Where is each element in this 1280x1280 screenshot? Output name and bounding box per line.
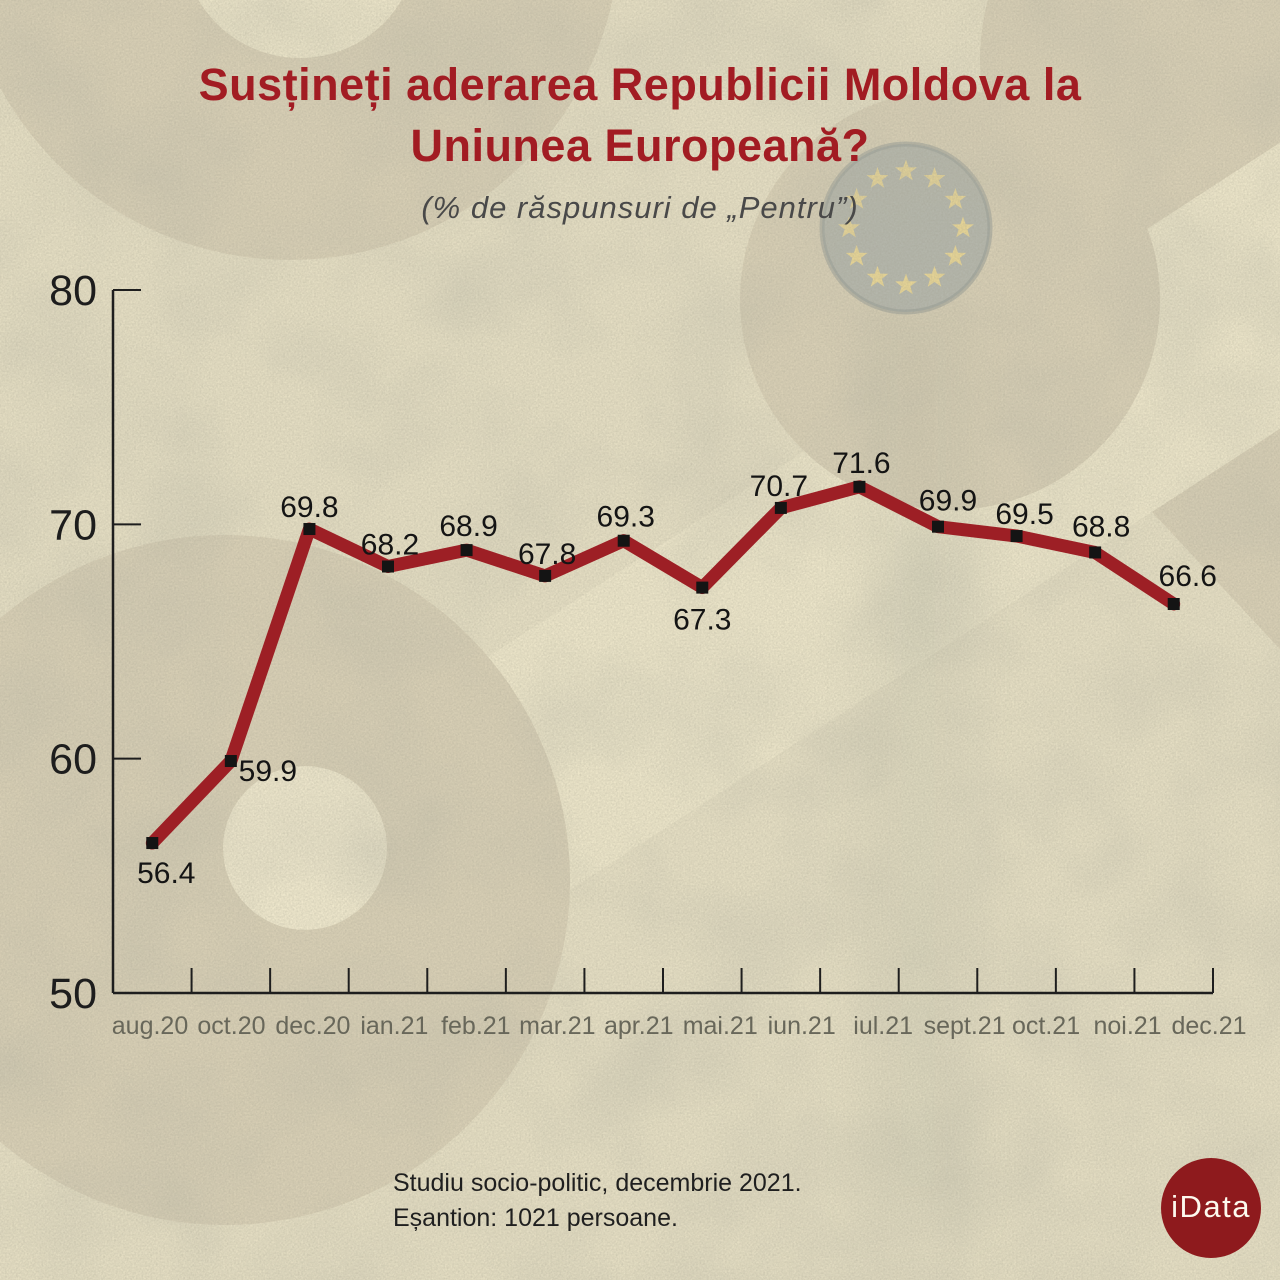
- data-point-label: 69.3: [597, 501, 655, 534]
- y-axis-label: 70: [49, 501, 97, 549]
- data-point-label: 66.6: [1159, 560, 1217, 593]
- source-note-line1: Studiu socio-politic, decembrie 2021.: [393, 1169, 802, 1197]
- x-axis-label: aug.20: [112, 1012, 188, 1040]
- data-point-label: 68.9: [439, 510, 497, 543]
- data-point-label: 68.8: [1072, 510, 1130, 543]
- x-axis-label: feb.21: [441, 1012, 511, 1040]
- idata-logo: iData: [1161, 1158, 1261, 1258]
- data-point-label: 70.7: [750, 470, 808, 503]
- data-point-marker: [146, 837, 159, 850]
- y-axis-label: 60: [49, 736, 97, 784]
- data-point-marker: [1167, 598, 1180, 611]
- chart-subtitle: (% de răspunsuri de „Pentru”): [421, 190, 859, 225]
- x-axis-label: oct.21: [1012, 1012, 1080, 1040]
- data-point-marker: [853, 480, 866, 493]
- data-point-marker: [696, 581, 709, 594]
- data-point-label: 56.4: [137, 857, 195, 890]
- data-point-marker: [774, 501, 787, 514]
- data-point-marker: [539, 569, 552, 582]
- chart-header: Susțineți aderarea Republicii Moldova la…: [0, 54, 1280, 226]
- data-point-label: 71.6: [832, 447, 890, 480]
- data-point-marker: [617, 534, 630, 547]
- x-axis-label: apr.21: [604, 1012, 674, 1040]
- idata-logo-text: iData: [1171, 1189, 1251, 1224]
- data-point-marker: [1010, 530, 1023, 543]
- x-axis-label: ian.21: [360, 1012, 428, 1040]
- data-point-marker: [303, 523, 316, 536]
- source-note-line2: Eșantion: 1021 persoane.: [393, 1204, 678, 1232]
- data-point-marker: [382, 560, 394, 573]
- x-axis-label: noi.21: [1093, 1012, 1161, 1040]
- data-point-label: 68.2: [361, 529, 419, 562]
- x-axis-label: iul.21: [853, 1012, 913, 1040]
- data-point-label: 67.3: [673, 604, 731, 637]
- x-axis-label: dec.20: [275, 1012, 350, 1040]
- data-point-marker: [460, 544, 473, 557]
- data-line: [145, 480, 1181, 850]
- y-axis-label: 50: [49, 970, 97, 1018]
- x-axis-label: mar.21: [519, 1012, 595, 1040]
- x-axis-label: mai.21: [683, 1012, 758, 1040]
- x-axis-label: dec.21: [1171, 1012, 1246, 1040]
- data-point-marker: [932, 520, 944, 533]
- data-point-label: 59.9: [239, 755, 297, 788]
- source-note: Studiu socio-politic, decembrie 2021. Eș…: [393, 1166, 802, 1236]
- data-point-label: 67.8: [518, 538, 576, 571]
- data-point-label: 69.9: [919, 485, 977, 518]
- y-axis-label: 80: [49, 267, 97, 315]
- data-point-label: 69.8: [280, 491, 338, 524]
- data-point-marker: [1089, 546, 1102, 559]
- x-axis-label: oct.20: [197, 1012, 265, 1040]
- chart-title: Susțineți aderarea Republicii Moldova la…: [198, 59, 1082, 171]
- x-axis-label: sept.21: [924, 1012, 1006, 1040]
- data-point-label: 69.5: [995, 498, 1053, 531]
- x-axis-label: iun.21: [768, 1012, 836, 1040]
- data-point-marker: [224, 755, 237, 768]
